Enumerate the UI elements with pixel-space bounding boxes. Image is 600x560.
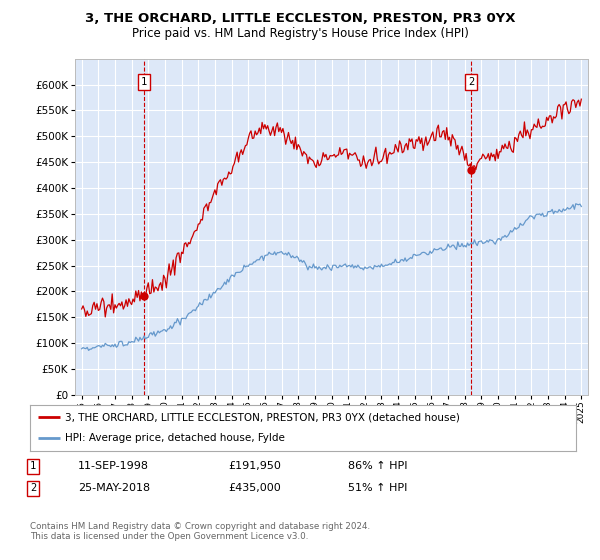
Text: HPI: Average price, detached house, Fylde: HPI: Average price, detached house, Fyld… bbox=[65, 433, 286, 444]
Text: 2: 2 bbox=[468, 77, 474, 87]
Text: 2: 2 bbox=[30, 483, 36, 493]
Text: 86% ↑ HPI: 86% ↑ HPI bbox=[348, 461, 407, 472]
Text: 11-SEP-1998: 11-SEP-1998 bbox=[78, 461, 149, 472]
Text: £191,950: £191,950 bbox=[228, 461, 281, 472]
Text: Contains HM Land Registry data © Crown copyright and database right 2024.
This d: Contains HM Land Registry data © Crown c… bbox=[30, 522, 370, 542]
Text: 3, THE ORCHARD, LITTLE ECCLESTON, PRESTON, PR3 0YX (detached house): 3, THE ORCHARD, LITTLE ECCLESTON, PRESTO… bbox=[65, 412, 460, 422]
Text: Price paid vs. HM Land Registry's House Price Index (HPI): Price paid vs. HM Land Registry's House … bbox=[131, 27, 469, 40]
Text: 51% ↑ HPI: 51% ↑ HPI bbox=[348, 483, 407, 493]
Text: 3, THE ORCHARD, LITTLE ECCLESTON, PRESTON, PR3 0YX: 3, THE ORCHARD, LITTLE ECCLESTON, PRESTO… bbox=[85, 12, 515, 25]
Text: 1: 1 bbox=[141, 77, 147, 87]
Text: 25-MAY-2018: 25-MAY-2018 bbox=[78, 483, 150, 493]
Text: £435,000: £435,000 bbox=[228, 483, 281, 493]
Text: 1: 1 bbox=[30, 461, 36, 472]
